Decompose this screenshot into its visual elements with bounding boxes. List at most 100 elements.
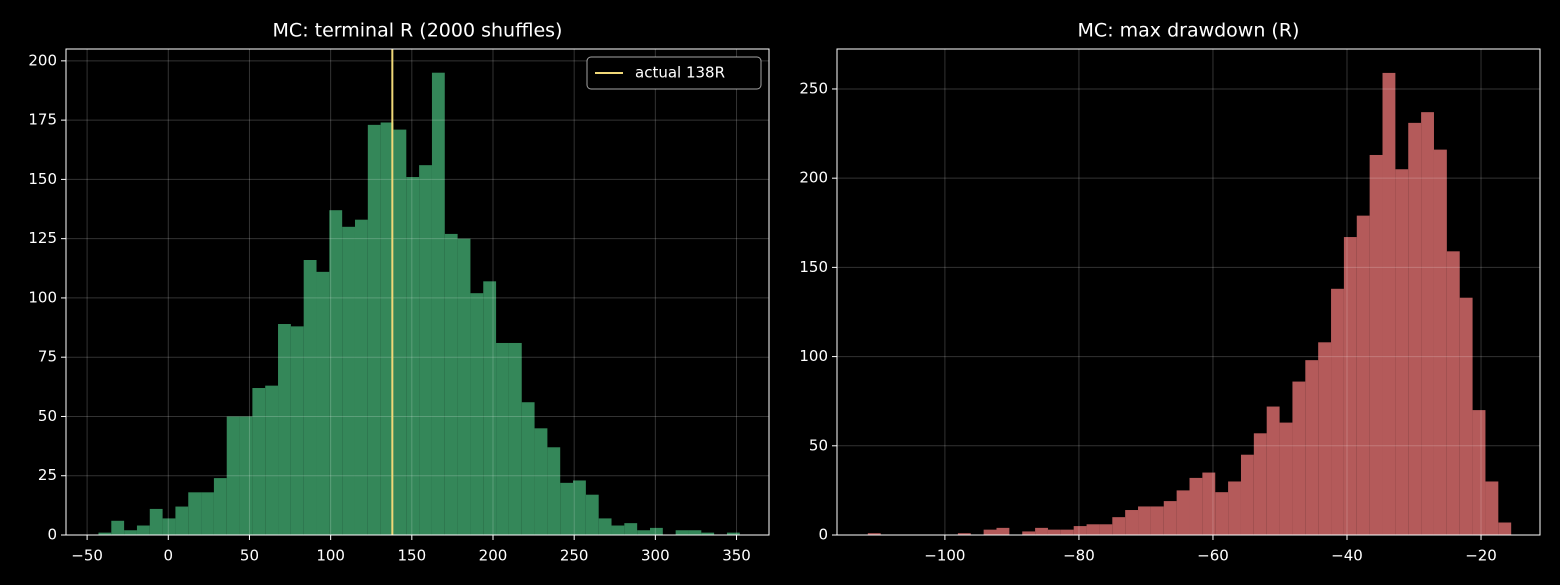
bar	[1240, 454, 1254, 535]
bar	[521, 402, 535, 535]
x-tick-label: 250	[560, 547, 589, 565]
bar	[1202, 472, 1216, 535]
subplot: MC: max drawdown (R) 0 50 100 150 200 250 −100 −…	[799, 20, 1541, 565]
bar	[867, 533, 881, 535]
y-tick-label: 0	[818, 526, 828, 544]
bar	[996, 527, 1010, 535]
bar	[1099, 524, 1113, 535]
bar	[444, 233, 458, 536]
bar	[1163, 501, 1177, 535]
x-tick-label: 50	[240, 547, 259, 565]
bar	[136, 525, 150, 535]
bar	[380, 122, 394, 536]
y-tick-label: 175	[28, 111, 57, 129]
y-tick-label: 150	[28, 170, 57, 188]
x-tick-label: 150	[397, 547, 426, 565]
bar	[1047, 529, 1061, 535]
bar	[1228, 481, 1241, 535]
bar	[1253, 433, 1267, 535]
bar	[1318, 342, 1332, 535]
bar	[1125, 510, 1139, 535]
bar	[111, 520, 125, 535]
bar	[637, 530, 650, 535]
bar	[1086, 524, 1100, 535]
y-tick-label: 50	[809, 436, 828, 454]
x-tick-label: −100	[924, 547, 965, 565]
bar	[431, 72, 445, 536]
bar	[342, 226, 355, 535]
bar	[457, 238, 471, 535]
y-tick-label: 50	[38, 407, 57, 425]
bar	[1421, 112, 1434, 535]
bar	[534, 428, 548, 535]
bar	[1138, 506, 1151, 535]
bar	[124, 530, 137, 535]
bar	[239, 416, 253, 535]
y-tick-label: 125	[28, 229, 57, 247]
bar	[1150, 506, 1164, 535]
y-tick-label: 75	[38, 348, 57, 366]
bar	[367, 124, 381, 536]
bar	[1060, 529, 1074, 535]
bar	[1446, 251, 1460, 535]
bar	[1189, 477, 1203, 535]
bar	[649, 527, 663, 535]
bar	[573, 480, 586, 535]
legend-label: actual 138R	[635, 64, 725, 82]
bar	[406, 177, 420, 535]
x-tick-label: −60	[1197, 547, 1229, 565]
bar	[201, 492, 214, 535]
bar	[290, 326, 304, 535]
bar	[1331, 288, 1344, 535]
y-tick-label: 25	[38, 466, 57, 484]
bar	[726, 532, 740, 535]
bar	[1073, 526, 1087, 535]
bar	[149, 508, 163, 535]
bar	[547, 447, 561, 535]
x-tick-label: 0	[164, 547, 174, 565]
chart-title: MC: max drawdown (R)	[1078, 20, 1300, 42]
bar	[1022, 531, 1036, 535]
bar	[688, 530, 702, 535]
bar	[419, 165, 432, 536]
bar	[316, 271, 330, 535]
bar	[98, 532, 112, 535]
y-tick-label: 200	[28, 51, 57, 69]
bar	[252, 388, 266, 535]
y-tick-label: 100	[799, 347, 828, 365]
x-tick-label: 300	[641, 547, 670, 565]
bar	[957, 533, 971, 535]
plot-frame	[836, 48, 1541, 536]
bar	[1112, 517, 1126, 535]
bar	[496, 342, 509, 535]
bar	[265, 385, 279, 535]
bar	[624, 523, 638, 535]
bar	[1215, 492, 1229, 535]
bar	[1343, 237, 1357, 535]
bar	[329, 210, 343, 535]
bar	[1369, 154, 1383, 535]
bar	[1395, 169, 1409, 535]
bar	[1408, 122, 1422, 535]
y-tick-label: 100	[28, 288, 57, 306]
x-tick-label: −20	[1465, 547, 1497, 565]
bar	[1279, 422, 1293, 535]
x-tick-label: 350	[722, 547, 751, 565]
bar	[393, 129, 407, 536]
bar	[1382, 72, 1396, 536]
bar	[1356, 215, 1370, 535]
bar	[278, 324, 291, 535]
x-tick-label: −50	[71, 547, 103, 565]
bar	[1459, 297, 1473, 535]
bar	[598, 518, 612, 535]
bar	[175, 506, 189, 535]
plot-frame	[65, 48, 770, 536]
bar	[1485, 481, 1499, 535]
subplot: MC: terminal R (2000 shuffles) 0 25 50 75 100…	[28, 20, 770, 565]
bar	[470, 293, 484, 535]
bar	[508, 342, 522, 535]
y-tick-label: 200	[799, 169, 828, 187]
x-tick-label: −40	[1331, 547, 1363, 565]
bar	[162, 518, 176, 535]
